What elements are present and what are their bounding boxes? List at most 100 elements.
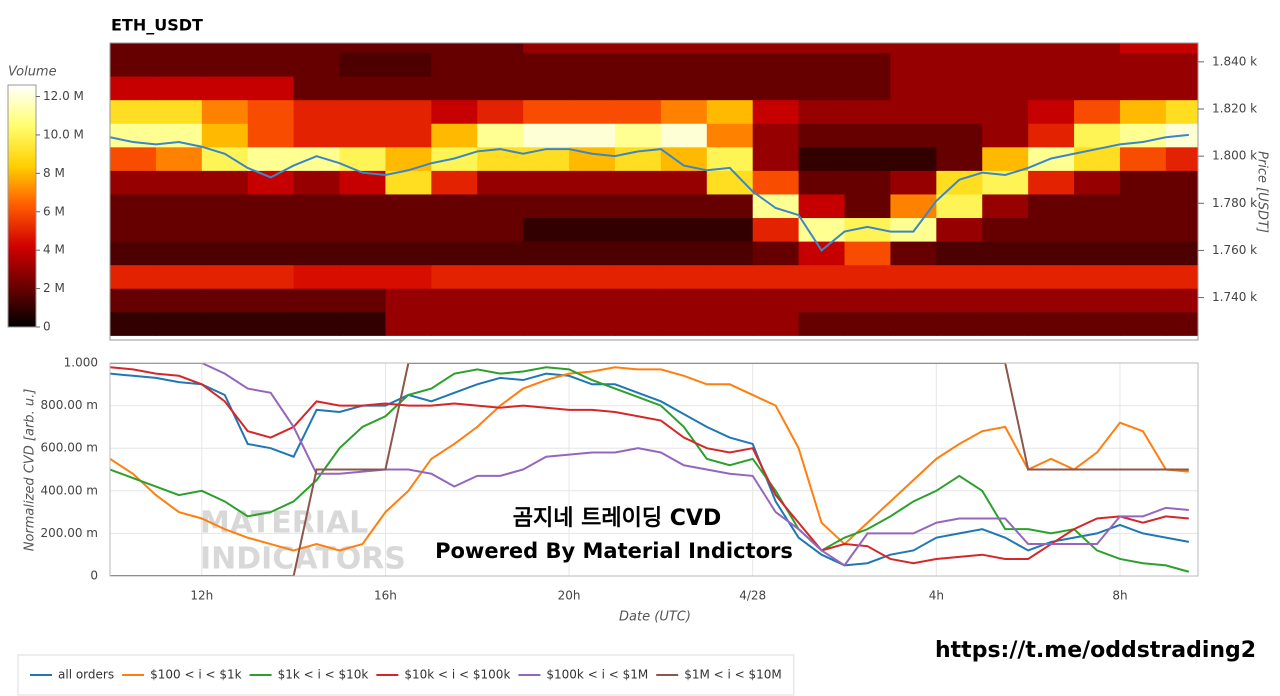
heatmap-cell bbox=[982, 264, 1029, 289]
heatmap-cell bbox=[431, 99, 478, 124]
heatmap-cell bbox=[339, 99, 387, 124]
y-tick-label: 800.00 m bbox=[41, 398, 99, 412]
heatmap-cell bbox=[155, 99, 203, 124]
y-tick-label: 1.840 k bbox=[1212, 54, 1257, 68]
heatmap-cell bbox=[569, 311, 616, 336]
heatmap-cell bbox=[660, 193, 708, 219]
heatmap-cell bbox=[798, 311, 846, 336]
heatmap-cell bbox=[569, 170, 616, 195]
y-tick-label: 600.00 m bbox=[41, 441, 99, 455]
heatmap-cell bbox=[1074, 241, 1121, 266]
heatmap-cell bbox=[936, 193, 983, 219]
heatmap-cell bbox=[798, 99, 846, 124]
heatmap-cell bbox=[1028, 311, 1075, 336]
heatmap-cell bbox=[936, 146, 983, 171]
heatmap-cell bbox=[431, 170, 478, 195]
heatmap-cell bbox=[660, 311, 708, 336]
heatmap-cell bbox=[798, 241, 846, 266]
series-line bbox=[110, 366, 1189, 552]
heatmap-cell bbox=[706, 170, 754, 195]
heatmap-cell bbox=[798, 170, 846, 195]
heatmap-cell bbox=[523, 170, 570, 195]
heatmap-cell bbox=[155, 52, 203, 77]
heatmap-cell bbox=[614, 264, 662, 289]
heatmap-cell bbox=[752, 288, 800, 313]
heatmap-cell bbox=[293, 123, 341, 148]
colorbar-tick-label: 12.0 M bbox=[43, 89, 84, 103]
annotation: 곰지네 트레이딩 CVD bbox=[513, 506, 721, 531]
heatmap-cell bbox=[293, 193, 341, 219]
heatmap-cell bbox=[1028, 43, 1075, 54]
heatmap-cell bbox=[110, 217, 157, 242]
heatmap-cell bbox=[201, 288, 249, 313]
heatmap-cell bbox=[477, 193, 524, 219]
heatmap-cell bbox=[844, 52, 892, 77]
heatmap-cell bbox=[844, 123, 892, 148]
plot-frame bbox=[109, 362, 1199, 577]
heatmap-cell bbox=[293, 311, 341, 336]
heatmap-cell bbox=[798, 264, 846, 289]
heatmap-cell bbox=[660, 264, 708, 289]
heatmap-cell bbox=[1074, 52, 1121, 77]
heatmap-cell bbox=[752, 264, 800, 289]
heatmap-cell bbox=[201, 193, 249, 219]
heatmap-cell bbox=[1074, 146, 1121, 171]
heatmap-cell bbox=[523, 311, 570, 336]
heatmap-cell bbox=[523, 76, 570, 101]
heatmap-cell bbox=[936, 43, 983, 54]
heatmap-cell bbox=[1074, 43, 1121, 54]
heatmap-cell bbox=[982, 146, 1029, 171]
heatmap-cell bbox=[890, 193, 937, 219]
heatmap-cell bbox=[936, 123, 983, 148]
legend-label: $10k < i < $100k bbox=[404, 668, 510, 682]
heatmap-cell bbox=[936, 217, 983, 242]
heatmap-cell bbox=[706, 52, 754, 77]
heatmap-cell bbox=[982, 241, 1029, 266]
heatmap-cell bbox=[523, 193, 570, 219]
heatmap-cell bbox=[247, 264, 295, 289]
heatmap-cell bbox=[155, 193, 203, 219]
heatmap-cell bbox=[982, 193, 1029, 219]
heatmap-cell bbox=[844, 288, 892, 313]
heatmap-cell bbox=[1165, 311, 1198, 336]
heatmap-cell bbox=[1165, 288, 1198, 313]
heatmap-cell bbox=[1165, 99, 1198, 124]
heatmap-cell bbox=[982, 288, 1029, 313]
heatmap-cell bbox=[798, 146, 846, 171]
heatmap-cell bbox=[247, 288, 295, 313]
heatmap-cell bbox=[706, 264, 754, 289]
heatmap-cell bbox=[1074, 288, 1121, 313]
colorbar-tick-label: 0 bbox=[43, 320, 51, 334]
heatmap-cell bbox=[110, 311, 157, 336]
heatmap-cell bbox=[339, 193, 387, 219]
price-line bbox=[110, 133, 1189, 252]
heatmap-cell bbox=[660, 146, 708, 171]
heatmap-cell bbox=[523, 43, 570, 54]
heatmap-cell bbox=[1028, 288, 1075, 313]
heatmap-cell bbox=[936, 311, 983, 336]
heatmap-cell bbox=[385, 76, 432, 101]
x-axis-title: Date (UTC) bbox=[619, 610, 691, 625]
heatmap-cell bbox=[385, 99, 432, 124]
heatmap-cell bbox=[385, 146, 432, 171]
heatmap-cell bbox=[660, 217, 708, 242]
heatmap-cell bbox=[339, 264, 387, 289]
heatmap-cell bbox=[1074, 123, 1121, 148]
heatmap-cell bbox=[247, 193, 295, 219]
heatmap-cell bbox=[523, 146, 570, 171]
heatmap-cell bbox=[1028, 76, 1075, 101]
heatmap-cell bbox=[1119, 241, 1167, 266]
heatmap-cell bbox=[155, 146, 203, 171]
colorbar-tick-label: 4 M bbox=[43, 243, 65, 257]
heatmap-cell bbox=[982, 311, 1029, 336]
heatmap-cell bbox=[339, 52, 387, 77]
heatmap-cell bbox=[660, 52, 708, 77]
heatmap-cell bbox=[752, 217, 800, 242]
heatmap-cell bbox=[1028, 170, 1075, 195]
heatmap-cell bbox=[890, 43, 937, 54]
heatmap-cell bbox=[247, 76, 295, 101]
heatmap-cell bbox=[706, 241, 754, 266]
x-tick-label: 12h bbox=[190, 589, 213, 603]
heatmap-cell bbox=[385, 264, 432, 289]
